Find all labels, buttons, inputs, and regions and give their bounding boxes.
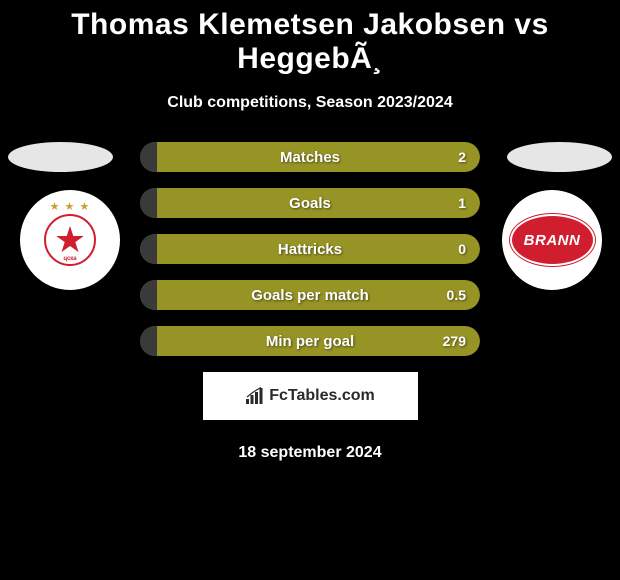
right-player-oval bbox=[507, 142, 612, 172]
page-title: Thomas Klemetsen Jakobsen vs HeggebÃ¸ bbox=[0, 0, 620, 76]
stat-bar-left bbox=[140, 142, 157, 172]
stat-label: Hattricks bbox=[278, 241, 342, 258]
source-attribution[interactable]: FcTables.com bbox=[203, 372, 418, 420]
stat-bar-left bbox=[140, 280, 157, 310]
cska-stars-icon: ★ ★ ★ bbox=[50, 200, 91, 213]
stat-value-right: 1 bbox=[458, 195, 466, 211]
stat-row: Min per goal 279 bbox=[140, 326, 480, 356]
stat-bar-left bbox=[140, 326, 157, 356]
comparison-panel: ★ ★ ★ ★ цска BRANN Matches 2 Goals 1 Hattric… bbox=[0, 142, 620, 462]
stat-value-right: 0 bbox=[458, 241, 466, 257]
brann-badge-icon: BRANN bbox=[510, 214, 595, 266]
stat-bar-left bbox=[140, 188, 157, 218]
stats-list: Matches 2 Goals 1 Hattricks 0 Goals per match 0… bbox=[140, 142, 480, 356]
date-label: 18 september 2024 bbox=[0, 444, 620, 462]
brann-text: BRANN bbox=[524, 232, 581, 249]
stat-value-right: 279 bbox=[443, 333, 466, 349]
stat-label: Goals per match bbox=[251, 287, 369, 304]
stat-label: Min per goal bbox=[266, 333, 354, 350]
stat-label: Matches bbox=[280, 149, 340, 166]
stat-value-right: 0.5 bbox=[447, 287, 466, 303]
page-subtitle: Club competitions, Season 2023/2024 bbox=[0, 94, 620, 112]
cska-star-icon: ★ bbox=[54, 222, 86, 258]
stat-value-right: 2 bbox=[458, 149, 466, 165]
stat-row: Goals per match 0.5 bbox=[140, 280, 480, 310]
cska-badge-icon: ★ ★ ★ ★ цска bbox=[30, 200, 110, 280]
stat-row: Hattricks 0 bbox=[140, 234, 480, 264]
stat-row: Goals 1 bbox=[140, 188, 480, 218]
cska-circle-icon: ★ цска bbox=[44, 214, 96, 266]
stat-row: Matches 2 bbox=[140, 142, 480, 172]
chart-icon bbox=[245, 387, 265, 405]
right-team-badge: BRANN bbox=[502, 190, 602, 290]
cska-text: цска bbox=[63, 256, 76, 262]
left-player-oval bbox=[8, 142, 113, 172]
source-label: FcTables.com bbox=[269, 387, 375, 405]
stat-label: Goals bbox=[289, 195, 331, 212]
stat-bar-left bbox=[140, 234, 157, 264]
left-team-badge: ★ ★ ★ ★ цска bbox=[20, 190, 120, 290]
